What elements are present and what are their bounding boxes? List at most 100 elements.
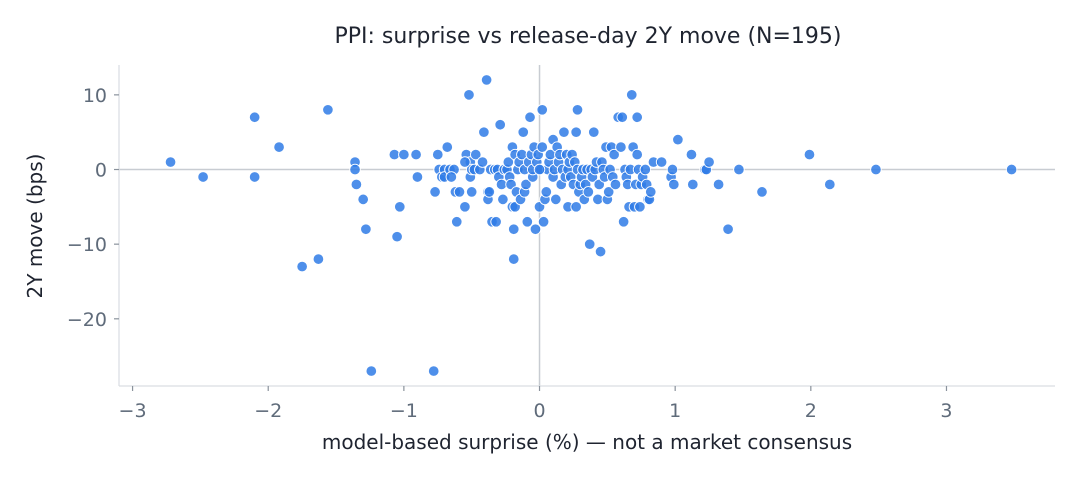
data-point [248,111,261,124]
axes [118,65,1055,387]
data-point [616,111,629,124]
data-point [391,230,403,243]
data-point [570,126,582,138]
data-point [524,111,536,124]
data-point [507,253,520,265]
x-axis-ticks: −3 −2 −1 0 1 2 3 [119,386,953,422]
data-point [594,245,607,258]
data-point [870,163,882,176]
data-point [655,156,668,168]
data-point [494,118,506,131]
data-point [685,148,698,161]
y-tick-label: 10 [83,85,107,107]
data-point [411,171,424,183]
data-point [507,223,520,235]
data-point [470,148,482,161]
y-tick-label: 0 [95,160,107,182]
data-point [668,178,680,191]
x-axis-label: model-based surprise (%) — not a market … [322,430,852,454]
data-point [322,104,334,116]
data-point [537,216,550,228]
data-point [571,104,584,116]
data-points [164,74,1018,377]
data-point [273,141,285,153]
y-axis-label: 2Y move (bps) [23,154,47,299]
data-point [459,201,471,213]
data-point [756,186,768,198]
y-tick-label: −10 [67,234,107,256]
data-point [410,148,422,161]
data-point [398,148,410,161]
data-point [558,126,570,138]
x-tick-label: 3 [940,400,952,422]
x-tick-label: 0 [533,400,545,422]
data-point [480,74,493,86]
data-point [432,148,444,161]
data-point [536,104,548,116]
data-point [824,178,836,191]
data-point [1005,163,1018,176]
data-point [478,126,490,138]
data-point [517,126,529,138]
data-point [453,186,466,198]
data-point [429,186,441,198]
data-point [164,156,177,168]
data-point [608,148,620,161]
data-point [583,238,596,250]
data-point [490,216,502,228]
data-point [388,148,401,161]
data-point [533,163,546,176]
data-point [445,171,458,183]
y-tick-label: −20 [67,309,107,331]
data-point [441,141,454,153]
data-point [687,178,699,191]
data-point [521,216,534,228]
data-point [459,156,471,168]
data-point [296,260,308,273]
data-point [365,365,378,377]
data-point [615,141,627,153]
data-point [536,141,548,153]
data-point [631,111,643,124]
data-point [476,156,489,168]
y-axis-ticks: 10 0 −10 −20 [67,85,119,331]
data-point [350,178,363,191]
data-point [722,223,734,235]
x-tick-label: 1 [669,400,681,422]
reference-lines [119,65,1055,386]
data-point [451,216,463,228]
data-point [248,171,261,183]
data-point [582,186,595,198]
data-point [703,156,715,168]
data-point [733,163,745,176]
data-point [588,126,600,138]
data-point [592,193,604,206]
data-point [529,223,542,235]
data-point [626,89,638,101]
data-point [360,223,372,235]
chart-title: PPI: surprise vs release-day 2Y move (N=… [335,24,842,49]
x-tick-label: −3 [119,400,147,422]
data-point [645,186,657,198]
data-point [712,178,725,191]
data-point [197,171,209,183]
x-tick-label: −1 [390,400,418,422]
data-point [602,186,615,198]
data-point [639,163,652,176]
x-tick-label: −2 [254,400,282,422]
data-point [483,186,496,198]
data-point [631,148,643,161]
data-point [465,186,478,198]
data-point [495,178,508,191]
data-point [617,216,630,228]
data-point [672,133,684,146]
data-point [427,365,440,377]
data-point [463,89,475,101]
data-point [570,201,582,213]
data-point [609,178,622,191]
data-point [497,193,509,206]
data-point [540,186,553,198]
data-point [357,193,369,206]
data-point [394,201,406,213]
